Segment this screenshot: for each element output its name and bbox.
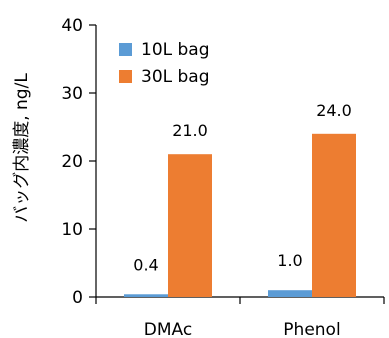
- bar: [312, 133, 356, 297]
- y-tick-label: 30: [61, 84, 83, 104]
- x-category-label: DMAc: [144, 320, 192, 338]
- y-tick-label: 40: [61, 16, 83, 36]
- data-label: 0.4: [133, 255, 158, 274]
- legend-label-30l-bag: 30L bag: [141, 67, 210, 87]
- data-label: 24.0: [316, 101, 352, 120]
- bars: [124, 133, 356, 297]
- y-tick-label: 0: [72, 288, 83, 308]
- bar: [124, 294, 168, 297]
- y-tick-label: 20: [61, 152, 83, 172]
- y-axis: 0 10 20 30 40: [61, 16, 97, 308]
- x-axis: DMAc Phenol: [95, 296, 385, 338]
- bar: [168, 154, 212, 297]
- legend: 10L bag 30L bag: [119, 40, 210, 87]
- data-label: 1.0: [277, 251, 302, 270]
- data-label: 21.0: [172, 121, 208, 140]
- x-category-label: Phenol: [283, 320, 340, 338]
- data-labels: 0.4 1.0 21.0 24.0: [133, 101, 352, 274]
- legend-swatch-10l-bag: [119, 43, 132, 56]
- legend-swatch-30l-bag: [119, 70, 132, 83]
- legend-label-10l-bag: 10L bag: [141, 40, 210, 60]
- y-tick-label: 10: [61, 220, 83, 240]
- y-axis-label: バッグ内濃度, ng/L: [12, 73, 32, 223]
- bar: [268, 290, 312, 297]
